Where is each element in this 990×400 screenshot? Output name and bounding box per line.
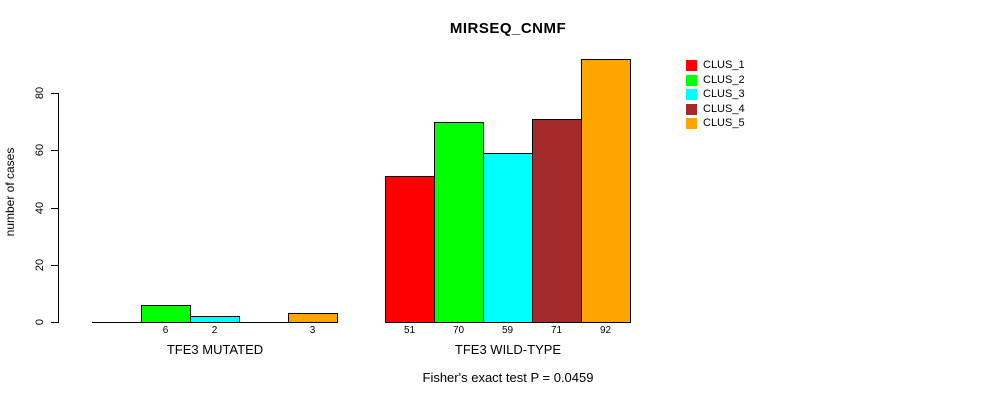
chart-title: MIRSEQ_CNMF — [449, 20, 567, 37]
bar-value-label: 51 — [403, 325, 416, 336]
y-axis-tick — [51, 208, 58, 209]
y-axis-tick-label: 40 — [34, 201, 46, 215]
group-label: TFE3 WILD-TYPE — [454, 342, 562, 357]
legend-swatch-icon — [686, 60, 697, 71]
y-axis-tick-label: 80 — [34, 86, 46, 100]
legend-swatch-icon — [686, 74, 697, 86]
legend-label: CLUS_2 — [703, 73, 745, 86]
y-axis-tick-label: 20 — [34, 258, 46, 272]
bar-value-label: 70 — [452, 325, 465, 336]
bar-value-label: 92 — [599, 325, 612, 336]
bar-clus_3-mutated — [190, 316, 240, 323]
bar-clus_5-wildtype — [581, 59, 631, 323]
legend-label: CLUS_1 — [703, 59, 745, 71]
bar-clus_1-wildtype — [385, 176, 435, 323]
y-axis-tick — [51, 150, 58, 151]
y-axis-tick-label: 60 — [34, 143, 46, 157]
legend-label: CLUS_5 — [703, 117, 745, 130]
fisher-test-annotation: Fisher's exact test P = 0.0459 — [422, 370, 594, 385]
legend: CLUS_1 CLUS_2 CLUS_3 CLUS_4 CLUS_5 — [686, 59, 806, 139]
y-axis-tick — [51, 93, 58, 94]
bar-value-label: 59 — [501, 325, 514, 336]
legend-swatch-icon — [686, 118, 697, 130]
y-axis-tick — [51, 322, 58, 323]
legend-label: CLUS_3 — [703, 88, 745, 101]
bar-value-label: 71 — [550, 325, 563, 336]
bar-value-label: 6 — [162, 325, 169, 336]
y-axis-tick — [51, 265, 58, 266]
legend-swatch-icon — [686, 89, 697, 101]
bar-clus_3-wildtype — [483, 153, 533, 323]
group-label: TFE3 MUTATED — [166, 342, 264, 357]
legend-label: CLUS_4 — [703, 102, 745, 115]
bar-clus_2-mutated — [141, 305, 191, 323]
bar-clus_2-wildtype — [434, 122, 484, 323]
y-axis-line — [58, 93, 59, 323]
y-axis-tick-label: 0 — [34, 318, 46, 326]
y-axis-title: number of cases — [3, 147, 17, 237]
bar-value-label: 3 — [309, 325, 316, 336]
bar-clus_4-wildtype — [532, 119, 582, 323]
legend-swatch-icon — [686, 103, 697, 115]
bar-value-label: 2 — [211, 325, 218, 336]
bar-clus_5-mutated — [288, 313, 338, 323]
